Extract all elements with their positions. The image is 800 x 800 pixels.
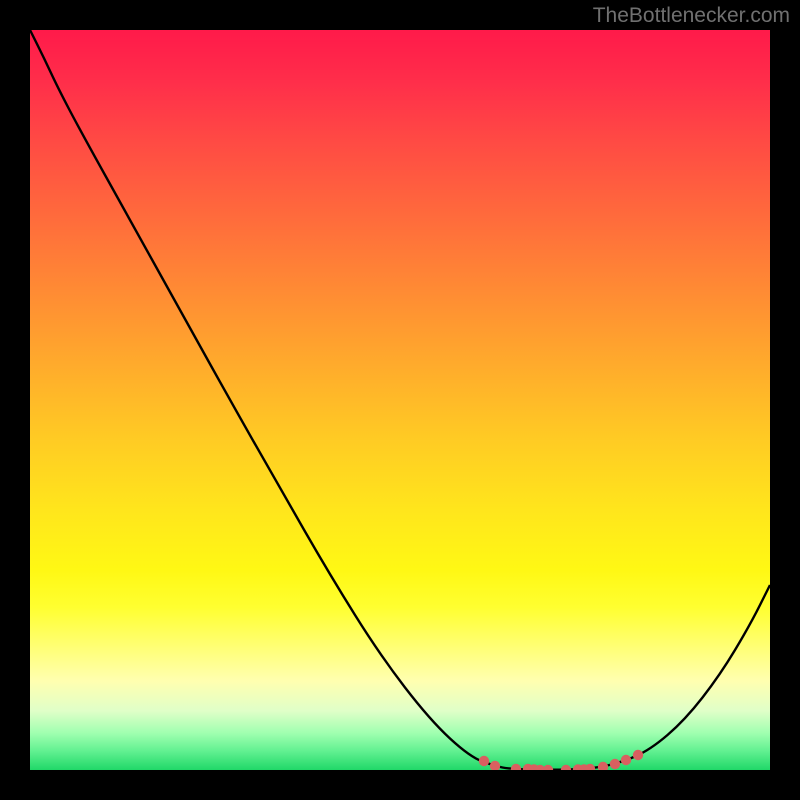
- marker-dot: [633, 750, 643, 760]
- marker-dot: [621, 755, 631, 765]
- chart-svg: [30, 30, 770, 770]
- plot-area: [30, 30, 770, 770]
- marker-dot: [610, 759, 620, 769]
- marker-dot: [479, 756, 489, 766]
- chart-container: TheBottlenecker.com: [0, 0, 800, 800]
- gradient-background: [30, 30, 770, 770]
- watermark-text: TheBottlenecker.com: [593, 4, 790, 28]
